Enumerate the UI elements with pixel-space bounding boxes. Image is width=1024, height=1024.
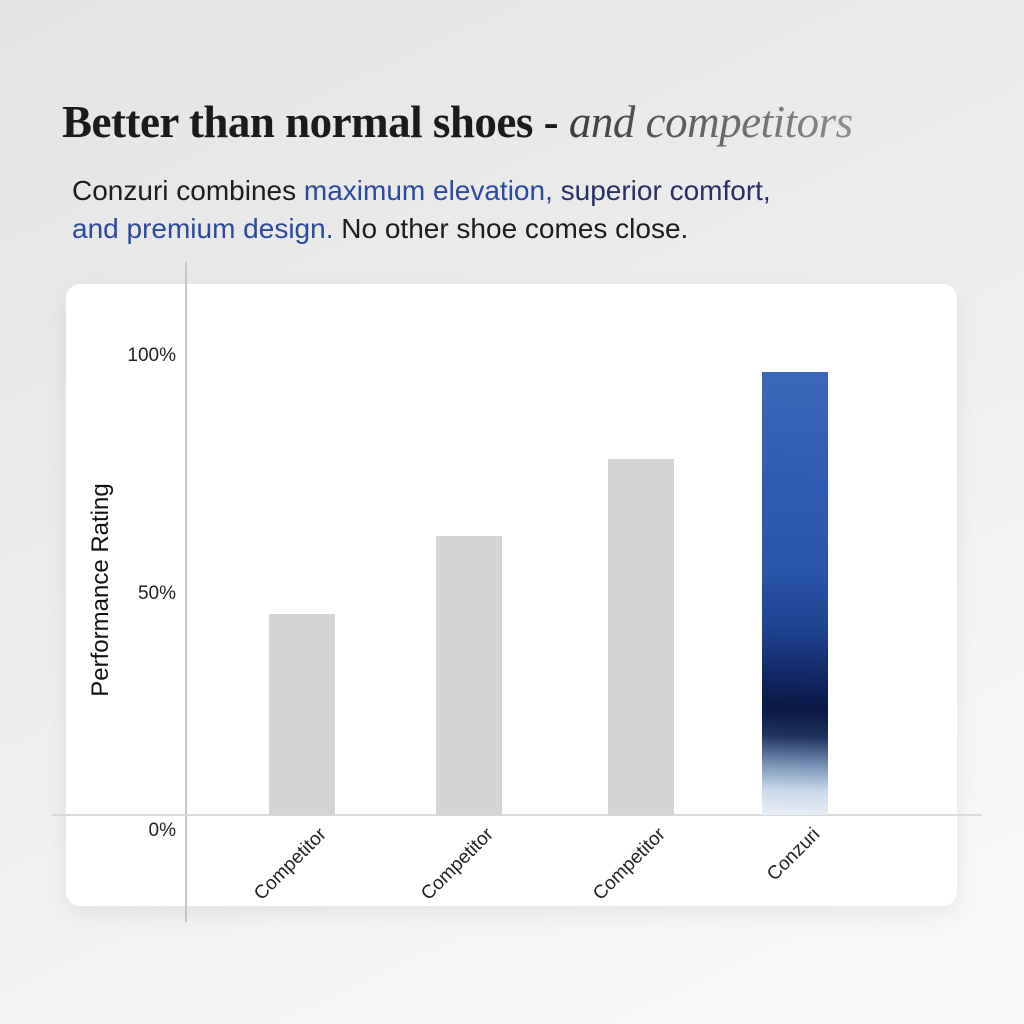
subtitle: Conzuri combines maximum elevation, supe… — [72, 172, 771, 248]
bar-competitor-2 — [436, 536, 502, 815]
subtitle-segment: and premium design. — [72, 213, 334, 244]
subtitle-segment: No other shoe comes close. — [333, 213, 689, 244]
title-italic: and competitors — [568, 97, 853, 147]
bar-competitor-1 — [269, 614, 335, 815]
subtitle-segment: superior comfort, — [560, 175, 771, 206]
y-tick-label: 50% — [137, 582, 176, 604]
subtitle-segment — [553, 175, 561, 206]
bar-conzuri — [762, 372, 828, 815]
y-tick-label: 0% — [148, 820, 176, 841]
subtitle-segment: maximum elevation, — [303, 175, 553, 206]
title-regular: Better than normal shoes - — [62, 97, 569, 147]
x-axis-line — [52, 814, 982, 816]
y-axis-line — [185, 262, 187, 922]
bar-competitor-3 — [608, 459, 674, 815]
subtitle-line: and premium design. No other shoe comes … — [72, 210, 771, 248]
y-tick-label: 100% — [127, 345, 176, 366]
subtitle-line: Conzuri combines maximum elevation, supe… — [72, 172, 771, 210]
page-title: Better than normal shoes - and competito… — [62, 96, 853, 148]
subtitle-segment: Conzuri combines — [72, 175, 304, 206]
